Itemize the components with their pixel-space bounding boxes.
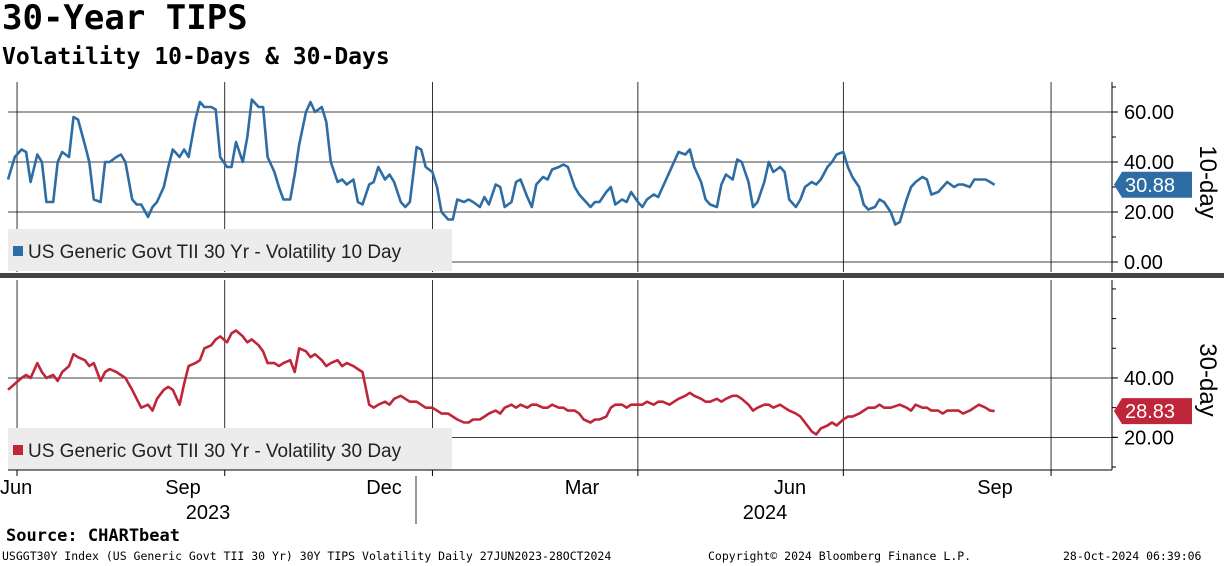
legend-label: US Generic Govt TII 30 Yr - Volatility 1… xyxy=(28,242,402,263)
footer-ticker-info: USGGT30Y Index (US Generic Govt TII 30 Y… xyxy=(2,549,612,563)
y-tick-label: 60.00 xyxy=(1124,102,1174,124)
y-tick-label: 20.00 xyxy=(1124,427,1174,449)
footer-timestamp: 28-Oct-2024 06:39:06 xyxy=(1063,549,1202,563)
source-note: Source: CHARTbeat xyxy=(6,526,180,546)
series-line-10-day xyxy=(6,98,996,226)
last-value-box xyxy=(1114,398,1192,425)
last-value-label: 30.88 xyxy=(1125,175,1175,197)
y-tick-label: 20.00 xyxy=(1124,202,1174,224)
legend: US Generic Govt TII 30 Yr - Volatility 1… xyxy=(8,229,452,271)
legend-swatch xyxy=(13,445,23,455)
last-value-tag: 30.88 xyxy=(1114,171,1192,198)
top-panel: 0.00 20.00 40.00 60.00 30.88 10-day US Generic… xyxy=(6,82,1221,274)
legend-swatch xyxy=(13,246,23,256)
chart-subtitle: Volatility 10-Days & 30-Days xyxy=(2,44,390,70)
bottom-panel: 20.00 40.00 28.83 30-day US Generic Govt TII… xyxy=(7,280,1221,470)
legend-background xyxy=(8,229,452,271)
footer-copyright: Copyright© 2024 Bloomberg Finance L.P. xyxy=(708,549,972,563)
y-tick-label: 40.00 xyxy=(1124,368,1174,390)
y-tick-label: 0.00 xyxy=(1124,252,1163,274)
last-value-label: 28.83 xyxy=(1125,401,1175,423)
y-tick-label: 40.00 xyxy=(1124,152,1174,174)
side-label: 30-day xyxy=(1194,343,1221,416)
last-value-tag: 28.83 xyxy=(1114,398,1192,425)
last-value-box xyxy=(1114,171,1192,198)
series-line-30-day xyxy=(7,329,995,436)
chart-title: 30-Year TIPS xyxy=(2,0,248,38)
x-month-label: Mar xyxy=(565,477,600,499)
side-label: 10-day xyxy=(1194,145,1221,218)
legend-background xyxy=(8,428,452,470)
x-month-label: Jun xyxy=(774,477,806,499)
x-month-label: Dec xyxy=(366,477,402,499)
x-month-label: Sep xyxy=(165,477,201,499)
x-year-label: 2023 xyxy=(186,502,231,524)
x-month-label: Jun xyxy=(0,477,32,499)
x-month-label: Sep xyxy=(977,477,1013,499)
legend: US Generic Govt TII 30 Yr - Volatility 3… xyxy=(8,428,452,470)
panel-separator xyxy=(0,273,1224,278)
legend-label: US Generic Govt TII 30 Yr - Volatility 3… xyxy=(28,441,402,462)
x-year-label: 2024 xyxy=(743,502,788,524)
